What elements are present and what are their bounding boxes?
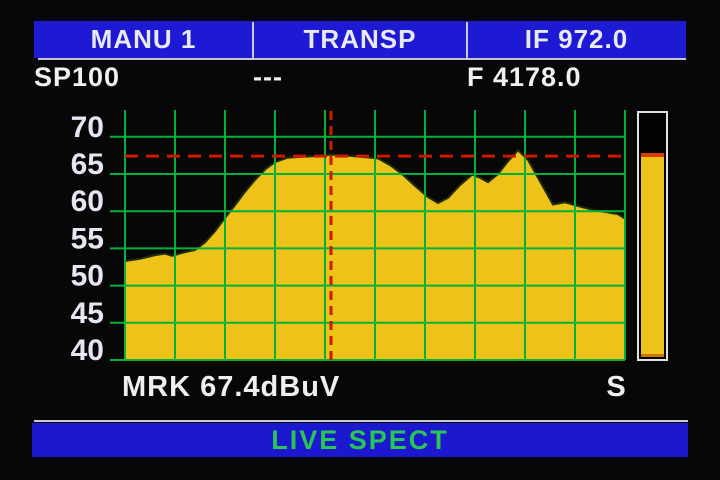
signal-bar-base-line xyxy=(641,354,664,357)
spectrum-trace-fill xyxy=(125,150,625,360)
transponder-value: --- xyxy=(253,61,283,92)
y-axis-tick-label: 55 xyxy=(71,222,104,255)
sub-status-row: SP100 --- F 4178.0 xyxy=(34,62,686,92)
header-underline xyxy=(38,58,686,60)
signal-bar-peak-line xyxy=(641,152,664,157)
header-divider xyxy=(252,22,254,60)
y-axis-tick-label: 65 xyxy=(71,148,104,181)
span-readout: SP100 xyxy=(34,61,121,92)
signal-strength-bar xyxy=(637,111,668,361)
y-axis-tick-label: 45 xyxy=(71,297,104,330)
header-divider xyxy=(466,22,468,60)
memory-preset-label: MANU 1 xyxy=(90,24,197,54)
signal-bar-label: S xyxy=(606,371,626,403)
marker-level-readout: MRK 67.4dBuV xyxy=(122,371,341,403)
spectrum-trace-edge xyxy=(124,148,626,262)
transponder-mode-label: TRANSP xyxy=(303,24,417,54)
mode-status-label: LIVE SPECT xyxy=(271,424,449,455)
y-axis-tick-label: 50 xyxy=(71,260,104,293)
y-axis-tick-label: 40 xyxy=(71,334,104,367)
footer-underline xyxy=(34,420,688,422)
y-axis-tick-label: 70 xyxy=(71,111,104,144)
frequency-readout: F 4178.0 xyxy=(467,61,582,92)
if-frequency-readout: IF 972.0 xyxy=(524,24,629,54)
top-status-bar: MANU 1 TRANSP IF 972.0 xyxy=(34,21,686,58)
signal-bar-fill xyxy=(641,152,664,357)
bottom-status-bar: LIVE SPECT xyxy=(32,423,688,457)
y-axis-tick-label: 60 xyxy=(71,185,104,218)
